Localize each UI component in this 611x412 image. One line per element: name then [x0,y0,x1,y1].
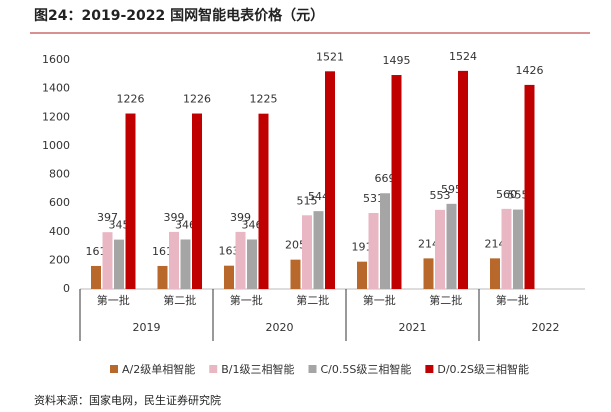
bar [435,209,445,289]
group-label: 2020 [266,321,294,334]
legend-swatch [209,365,218,373]
value-label: 346 [242,218,263,231]
value-label: 1521 [316,50,344,63]
value-label: 1495 [383,54,411,67]
bar [524,84,535,289]
x-tick-label: 第二批 [429,293,462,307]
legend-swatch [425,365,434,373]
bar [423,258,434,289]
value-label: 191 [352,241,373,254]
x-tick-label: 第二批 [296,293,329,307]
bar [258,113,269,289]
value-label: 163 [219,245,240,258]
bar [290,259,301,289]
x-tick-label: 第一批 [363,293,396,307]
x-tick-label: 第一批 [496,293,529,307]
x-tick-label: 第一批 [230,293,263,307]
bar [313,211,324,289]
value-label: 544 [308,190,329,203]
bar [302,215,312,289]
bar [391,75,402,289]
bar [325,71,335,289]
bar [357,261,367,289]
chart-title: 图24：2019-2022 国网智能电表价格（元） [34,7,324,24]
group-label: 2021 [399,321,427,334]
value-label: 1226 [117,93,145,106]
bar [169,231,179,289]
legend-swatch [308,365,317,373]
bar [180,239,191,289]
value-label: 553 [430,189,451,202]
bar [114,239,124,289]
value-label: 595 [441,183,462,196]
y-tick-label: 1000 [42,139,70,152]
value-label: 161 [86,245,107,258]
y-tick-label: 1200 [42,110,70,123]
x-tick-label: 第二批 [163,293,196,307]
source: 资料来源：国家电网，民生证券研究院 [34,393,221,407]
y-tick-label: 1400 [42,82,70,95]
value-label: 214 [418,237,439,250]
y-tick-label: 200 [49,253,70,266]
y-tick-label: 600 [49,196,70,209]
legend-label: C/0.5S级三相智能 [321,362,412,376]
value-label: 1225 [250,93,278,106]
bar [501,208,512,289]
value-label: 1226 [183,93,211,106]
bar [224,265,234,289]
bar [102,232,113,289]
bar [380,193,390,289]
value-label: 161 [152,245,173,258]
value-label: 399 [164,211,185,224]
value-label: 1524 [449,50,477,63]
legend-swatch [110,365,118,373]
group-label: 2022 [532,321,560,334]
legend-label: A/2级单相智能 [122,362,195,376]
bar [458,70,468,289]
y-tick-label: 800 [49,168,70,181]
value-label: 669 [375,172,396,185]
bar [192,113,202,289]
x-tick-label: 第一批 [97,293,130,307]
y-tick-label: 1600 [42,53,70,66]
value-label: 515 [297,194,318,207]
value-label: 205 [285,239,306,252]
bar [368,213,379,289]
bar [235,231,246,289]
bar [125,113,136,289]
bar [446,203,457,289]
bar [490,258,500,289]
legend-label: B/1级三相智能 [221,362,294,376]
legend-label: D/0.2S级三相智能 [437,362,529,376]
bar [247,239,257,289]
y-tick-label: 400 [49,225,70,238]
bar [513,209,523,289]
value-label: 345 [109,219,130,232]
value-label: 555 [508,189,529,202]
value-label: 560 [496,188,517,201]
bar [91,265,101,289]
value-label: 397 [97,211,118,224]
value-label: 1426 [516,64,544,77]
value-label: 531 [363,192,384,205]
value-label: 399 [230,211,251,224]
group-label: 2019 [133,321,161,334]
value-label: 214 [485,237,506,250]
bar [157,265,168,289]
y-tick-label: 0 [63,282,70,295]
value-label: 346 [175,218,196,231]
